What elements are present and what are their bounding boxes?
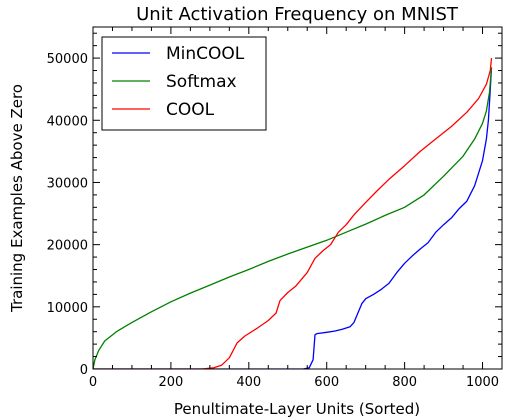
axis-ticks: 0 200 400 600 800 100001000020000300004000050… (47, 27, 503, 390)
y-axis-title: Training Examples Above Zero (8, 84, 26, 313)
y-tick-label: 40000 (47, 114, 88, 129)
x-tick-label: 0 (89, 375, 97, 390)
legend-label-cool: COOL (166, 100, 215, 120)
chart-title: Unit Activation Frequency on MNIST (136, 4, 459, 25)
series-line-mincool (93, 67, 493, 369)
legend: MinCOOL Softmax COOL (101, 36, 267, 131)
legend-label-mincool: MinCOOL (166, 44, 245, 64)
y-tick-label: 50000 (47, 52, 88, 67)
y-tick-label: 30000 (47, 176, 88, 191)
y-tick-label: 10000 (47, 301, 88, 316)
x-tick-label: 200 (158, 375, 183, 390)
y-tick-label: 0 (80, 363, 88, 378)
plot-frame (92, 26, 503, 370)
x-tick-label: 600 (314, 375, 339, 390)
x-tick-label: 400 (236, 375, 261, 390)
series-line-softmax (93, 67, 493, 369)
series-line-cool (93, 58, 493, 369)
x-tick-label: 800 (392, 375, 417, 390)
x-axis-title: Penultimate-Layer Units (Sorted) (174, 400, 420, 418)
x-tick-label: 1000 (466, 375, 499, 390)
y-tick-label: 20000 (47, 239, 88, 254)
legend-label-softmax: Softmax (166, 72, 237, 92)
